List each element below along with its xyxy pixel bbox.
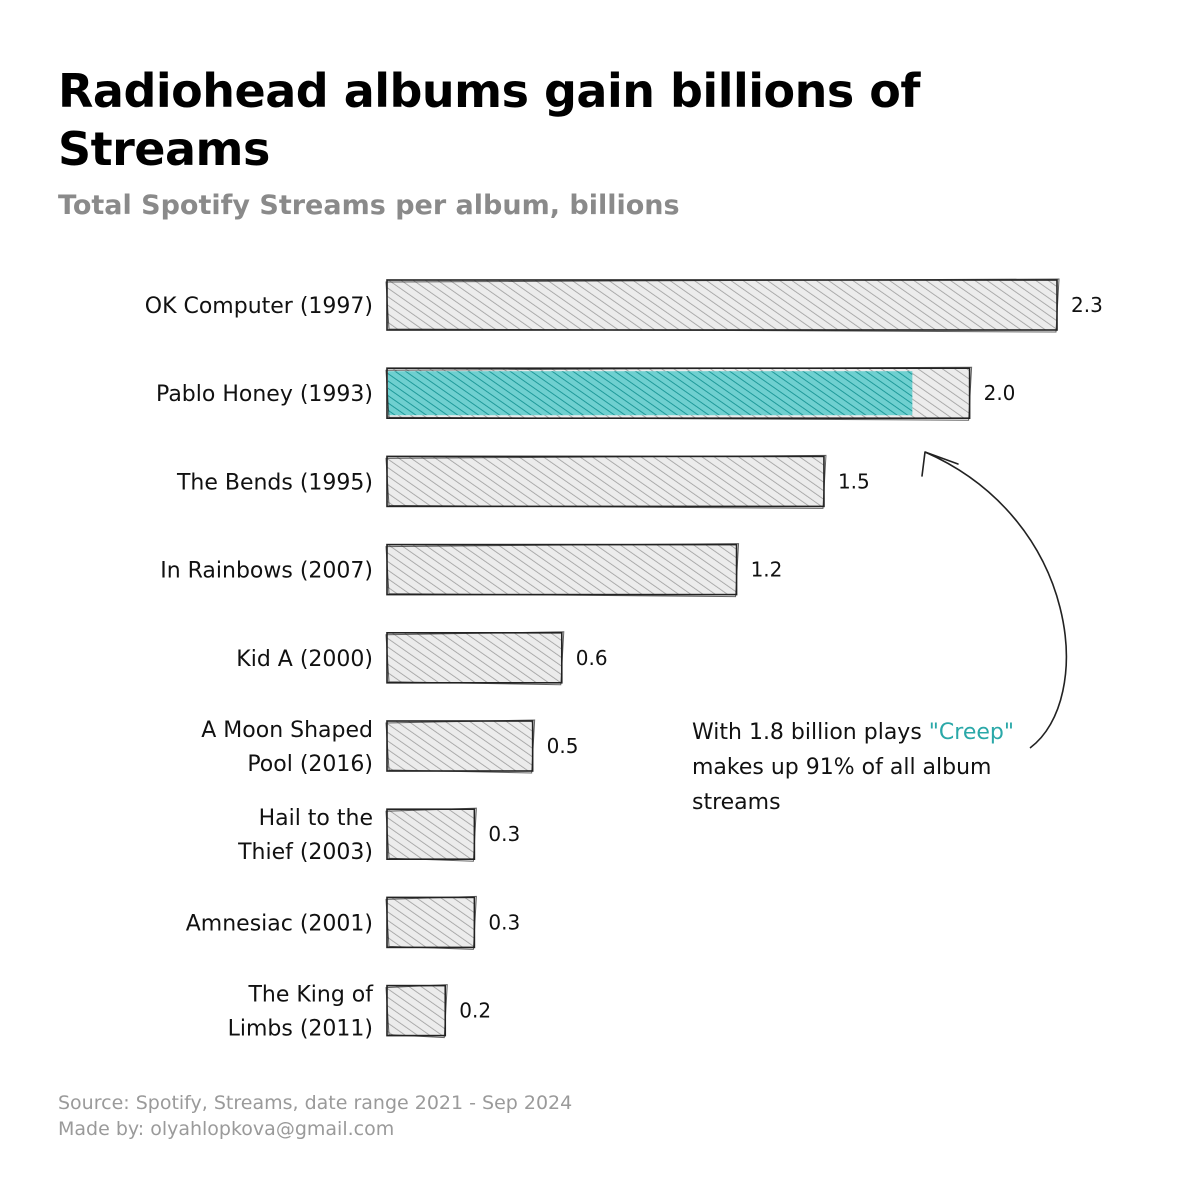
category-label: Amnesiac (2001) — [186, 911, 373, 936]
annotation-arrow-curve — [924, 451, 1067, 749]
category-label: The Bends (1995) — [176, 470, 373, 495]
category-label: A Moon Shaped Pool (2016) — [201, 718, 373, 777]
category-label: In Rainbows (2007) — [160, 559, 373, 584]
annotation-arrow — [921, 451, 1067, 749]
bar — [387, 897, 475, 948]
value-label: 0.3 — [488, 910, 520, 934]
value-label: 2.0 — [984, 381, 1016, 405]
annotation-line3: streams — [692, 790, 781, 815]
value-label: 1.5 — [838, 469, 870, 493]
category-label: Pablo Honey (1993) — [156, 382, 373, 407]
value-label: 0.2 — [459, 999, 491, 1023]
annotation-arrow-head — [921, 451, 959, 477]
value-label: 1.2 — [751, 558, 783, 582]
source-note: Source: Spotify, Streams, date range 202… — [58, 1092, 573, 1114]
bar — [387, 280, 1057, 330]
chart-footer: Source: Spotify, Streams, date range 202… — [58, 1090, 572, 1142]
bar-highlight-creep — [388, 371, 913, 416]
annotation-highlight: "Creep" — [928, 720, 1014, 745]
category-label: OK Computer (1997) — [145, 294, 373, 319]
value-label: 0.3 — [488, 822, 520, 846]
bar-outline-sketch — [385, 454, 827, 509]
bar-outline-sketch — [385, 543, 740, 598]
bar-outline-sketch — [385, 984, 448, 1039]
annotation-line1: With 1.8 billion plays — [692, 720, 929, 745]
category-label: The King of Limbs (2011) — [228, 983, 375, 1042]
chart-subtitle: Total Spotify Streams per album, billion… — [58, 190, 680, 221]
author-note: Made by: olyahlopkova@gmail.com — [58, 1118, 395, 1140]
bar-outline-sketch — [385, 895, 477, 950]
bar-outline-sketch — [385, 366, 973, 421]
value-label: 2.3 — [1071, 293, 1103, 317]
value-label: 0.6 — [576, 646, 608, 670]
bar — [387, 721, 533, 771]
bar-outline-sketch — [385, 719, 536, 774]
bar — [387, 985, 446, 1036]
creep-annotation: With 1.8 billion plays "Creep" makes up … — [692, 715, 1052, 820]
annotation-line2: makes up 91% of all album — [692, 755, 992, 780]
bar-outline-sketch — [385, 807, 477, 862]
category-label: Kid A (2000) — [236, 647, 373, 672]
bar — [387, 456, 824, 507]
bar — [387, 544, 737, 595]
category-label: Hail to the Thief (2003) — [237, 806, 373, 865]
chart-title: Radiohead albums gain billions of Stream… — [58, 64, 920, 176]
bar-outline-sketch — [385, 278, 1060, 333]
value-label: 0.5 — [547, 734, 579, 758]
bar-outline-sketch — [385, 631, 565, 686]
bar — [387, 632, 562, 683]
bar — [387, 809, 475, 860]
